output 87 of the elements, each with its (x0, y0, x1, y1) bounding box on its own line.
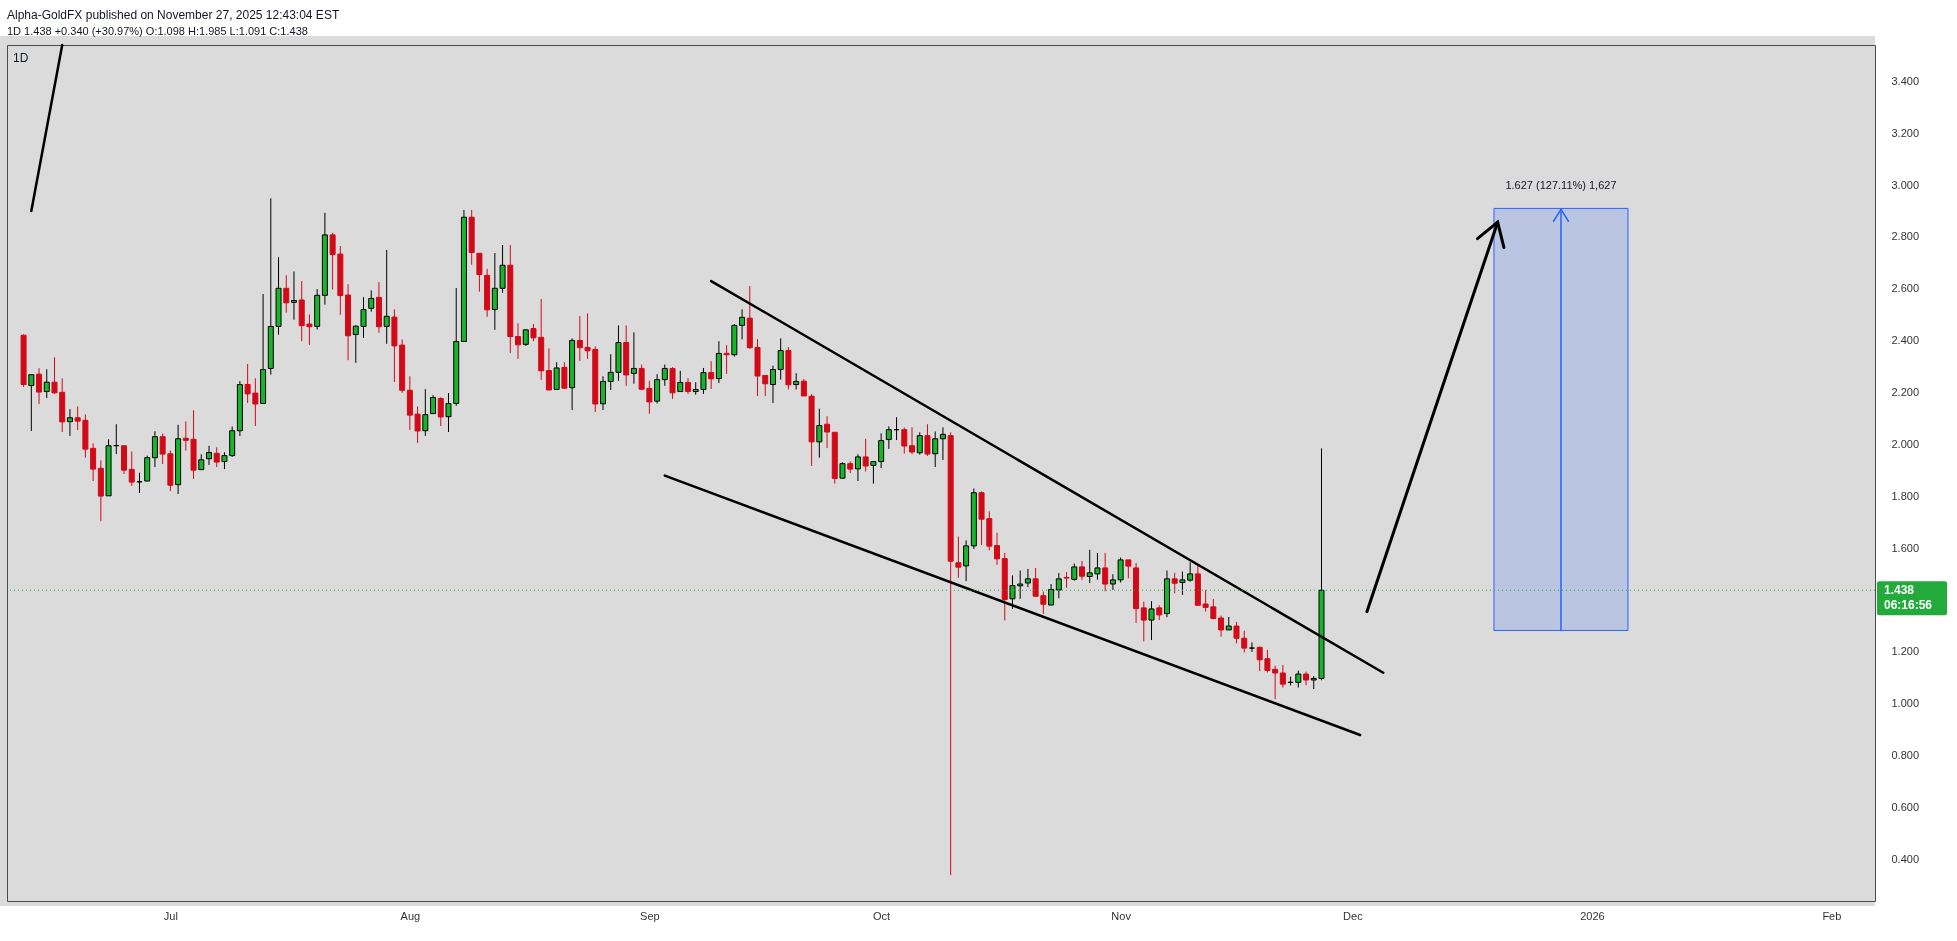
candlestick (630, 331, 637, 385)
candlestick (1171, 572, 1178, 594)
candlestick (553, 361, 560, 390)
x-tick-label: Nov (1111, 909, 1132, 922)
candlestick (600, 375, 607, 411)
candlestick (1140, 601, 1147, 642)
y-tick-label: 3.400 (1891, 74, 1920, 87)
candlestick (677, 370, 684, 393)
candlestick (1078, 560, 1085, 581)
candlestick (561, 361, 568, 390)
candlestick (1125, 559, 1132, 579)
y-tick-label: 2.200 (1891, 386, 1920, 399)
candlestick (1024, 568, 1031, 588)
candlestick (476, 252, 483, 293)
y-tick-label: 2.800 (1891, 230, 1920, 243)
candlestick (1218, 615, 1225, 638)
y-tick-label: 1.200 (1891, 645, 1920, 658)
ref-line-label: 1.438 (1884, 583, 1915, 598)
annotation: 1.627 (127.11%) 1,627 (1505, 179, 1617, 192)
candlestick (1055, 572, 1062, 599)
x-tick-label: Feb (1822, 909, 1842, 922)
candlestick (66, 408, 73, 437)
candlestick (963, 539, 970, 582)
y-tick-label: 3.000 (1891, 178, 1920, 191)
candlestick (383, 249, 390, 345)
candlestick (128, 450, 135, 487)
candlestick (144, 455, 151, 482)
candlestick (723, 344, 730, 375)
candlestick (824, 415, 831, 449)
candlestick (437, 396, 444, 427)
y-tick-label: 2.600 (1891, 282, 1920, 295)
text: 06:16:56 (1884, 598, 1933, 613)
candlestick (545, 347, 552, 391)
x-tick-label: Sep (640, 909, 660, 922)
candlestick (769, 365, 776, 404)
candlestick (932, 431, 939, 468)
candlestick (862, 438, 869, 472)
candlestick (1248, 641, 1255, 653)
candlestick (368, 289, 375, 313)
candlestick (777, 337, 784, 381)
y-tick-label: 1.000 (1891, 697, 1920, 710)
candlestick (290, 270, 297, 321)
candlestick (994, 532, 1001, 566)
candlestick (816, 408, 823, 459)
candlestick (739, 308, 746, 340)
candlestick (654, 373, 661, 404)
candlestick (885, 425, 892, 450)
candlestick (1048, 583, 1055, 606)
y-tick-label: 2.400 (1891, 334, 1920, 347)
candlestick (430, 394, 437, 415)
candlestick (955, 536, 962, 579)
candlestick (206, 445, 212, 466)
candlestick (854, 453, 861, 482)
candlestick (28, 374, 35, 432)
candlestick (1148, 600, 1155, 641)
candlestick (43, 368, 50, 399)
annotation: 1D (13, 51, 29, 65)
candlestick (283, 274, 290, 314)
candlestick (422, 388, 429, 437)
candlestick (901, 427, 908, 455)
candlestick (661, 364, 668, 387)
x-tick-label: Dec (1343, 909, 1364, 922)
y-tick-label: 1.600 (1891, 541, 1920, 554)
x-tick-label: Oct (873, 909, 891, 922)
candlestick (939, 426, 946, 461)
candlestick (708, 360, 715, 390)
y-tick-label: 0.800 (1891, 749, 1920, 762)
y-tick-label: 1.800 (1891, 489, 1920, 502)
chart-title: Alpha-GoldFX published on November 27, 2025 12:43:04 EST (7, 7, 340, 22)
candlestick (213, 446, 220, 468)
chart-subtitle: 1D 1.438 +0.340 (+30.97%) O:1.098 H:1.985 L:1.091 C:1.438 (7, 24, 308, 37)
candlestick (1102, 552, 1109, 592)
candlestick (793, 372, 800, 390)
candlestick (916, 431, 923, 456)
y-tick-label: 2.000 (1891, 437, 1920, 450)
y-tick-label: 3.200 (1891, 126, 1920, 139)
x-tick-label: Aug (400, 909, 421, 922)
candlestick (1279, 664, 1286, 689)
candlestick (909, 426, 916, 455)
candlestick (924, 423, 931, 457)
candlestick (515, 322, 522, 360)
candlestick (36, 367, 43, 405)
y-tick-label: 0.400 (1891, 853, 1920, 865)
candlestick (151, 430, 158, 468)
x-tick-label: Jul (163, 909, 178, 922)
x-tick-label: 2026 (1580, 909, 1605, 922)
y-tick-label: 0.600 (1891, 801, 1920, 814)
